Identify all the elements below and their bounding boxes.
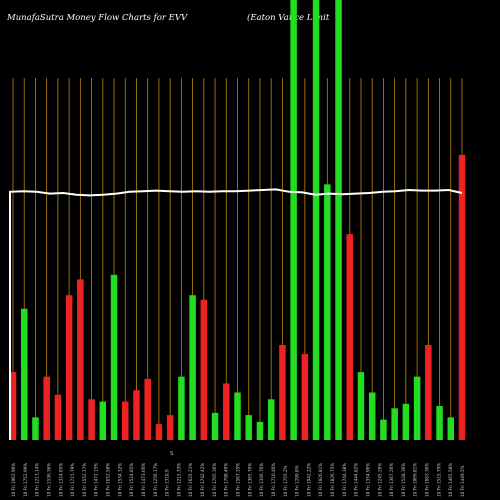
money-flow-bar xyxy=(65,295,73,440)
x-tick-label: 10 Fri 1245.26% xyxy=(377,463,382,497)
money-flow-bar xyxy=(144,378,151,440)
money-flow-bar xyxy=(380,419,387,440)
money-flow-bar xyxy=(402,403,410,440)
money-flow-bar xyxy=(99,401,107,440)
x-tick-label: 10 Fri 1256.17% xyxy=(153,463,158,497)
x-tick-label: 10 Fri 1528.36% xyxy=(401,463,406,497)
x-tick-label: 10 Fri 1752.99% xyxy=(23,463,28,497)
x-tick-label: 10 Fri 1942.22% xyxy=(306,463,311,497)
money-flow-bar xyxy=(312,0,320,440)
x-tick-label: 10 Fri 1683.36% xyxy=(425,463,430,497)
money-flow-bar xyxy=(447,417,455,441)
money-flow-bar xyxy=(234,392,241,440)
x-tick-label: 10 Fri 1744.38% xyxy=(342,463,347,497)
money-flow-bar xyxy=(279,344,286,440)
x-tick-label: 10 Fri 1472.15% xyxy=(94,463,99,497)
money-flow-bar xyxy=(20,308,28,440)
money-flow-bar xyxy=(256,421,264,440)
money-flow-bar xyxy=(301,354,309,440)
money-flow-bar xyxy=(77,279,84,440)
x-tick-label: 10 Fri 1625.21% xyxy=(188,463,193,497)
money-flow-bar xyxy=(166,415,174,440)
money-flow-bar xyxy=(32,417,39,441)
money-flow-bar xyxy=(245,415,252,440)
x-tick-label: 10 Fri 1869.81% xyxy=(413,463,418,497)
chart-subtitle: (Eaton Vance Limit xyxy=(247,13,330,23)
x-tick-label: 10 Fri 1299.8% xyxy=(295,465,300,497)
money-flow-bar xyxy=(9,372,17,441)
x-tick-label: 10 Fri 1365.76% xyxy=(247,463,252,497)
money-flow-bar xyxy=(335,0,342,440)
x-tick-label: 10 Fri 1354.96% xyxy=(366,463,371,497)
x-tick-label: 10 Fri 1449.5% xyxy=(460,465,465,497)
chart-title: MunafaSutra Money Flow Charts for EVV xyxy=(7,13,188,23)
money-flow-bar xyxy=(178,376,185,440)
x-tick-label: 10 Fri 1552.17% xyxy=(82,463,87,497)
x-tick-label: 10 Fri 1346.76% xyxy=(259,463,264,497)
x-tick-label: 10 Fri 1215.33% xyxy=(176,463,181,497)
axis-note: S xyxy=(170,451,173,457)
x-tick-label: 10 Fri 1742.42% xyxy=(200,463,205,497)
x-tick-label: 10 Fri 1826.75% xyxy=(330,463,335,497)
x-tick-label: 10 Fri 1567.35% xyxy=(236,463,241,497)
money-flow-bar xyxy=(368,392,376,440)
money-flow-bar xyxy=(200,299,208,440)
x-tick-label: 10 Fri 1534.32% xyxy=(117,463,122,497)
price-line xyxy=(9,188,463,440)
x-tick-label: 10 Fri 1536.36% xyxy=(46,463,51,497)
x-tick-label: 10 Fri 1473.66% xyxy=(141,463,146,497)
money-flow-bar xyxy=(436,406,443,440)
x-tick-label: 10 Fri 1926.81% xyxy=(318,463,323,497)
money-flow-bar xyxy=(357,372,365,441)
money-flow-bar xyxy=(223,383,230,440)
money-flow-bar xyxy=(413,376,421,440)
money-flow-bar xyxy=(122,401,129,440)
x-axis-labels: S 10 Fri 1962.96% 10 Fri 1752.99% 10 Fri 12… xyxy=(11,451,465,497)
x-tick-label: 10 Fri 1798.46% xyxy=(224,463,229,497)
money-flow-bar xyxy=(267,399,275,440)
money-flow-bar xyxy=(324,184,331,440)
x-tick-label: 10 Fri 1710.46% xyxy=(271,463,276,497)
money-flow-bar xyxy=(391,408,398,440)
money-flow-bar xyxy=(110,274,118,440)
x-tick-label: 10 Fri 1755.2% xyxy=(283,465,288,497)
x-tick-label: 10 Fri 1444.82% xyxy=(354,463,359,497)
x-tick-label: 10 Fri 1367.26% xyxy=(389,463,394,497)
money-flow-bar xyxy=(88,399,95,440)
x-tick-label: 10 Fri 1705.36% xyxy=(212,463,217,497)
x-tick-label: 10 Fri 1324.05% xyxy=(58,463,63,497)
money-flow-bar xyxy=(211,412,219,440)
money-flow-bar xyxy=(43,376,50,440)
money-flow-bar xyxy=(346,234,353,440)
x-tick-label: 10 Fri 1652.58% xyxy=(106,463,111,497)
bar-series xyxy=(9,0,466,441)
money-flow-bar xyxy=(189,295,196,440)
money-flow-bar xyxy=(155,424,163,440)
x-tick-label: 10 Fri 1465.58% xyxy=(448,463,453,497)
price-line-layer xyxy=(9,188,463,440)
x-tick-label: 10 Fri 1318.9 xyxy=(165,469,170,497)
money-flow-bar xyxy=(458,154,466,441)
money-flow-bar xyxy=(290,0,297,440)
x-tick-label: 10 Fri 1524.85% xyxy=(129,463,134,497)
x-tick-label: 10 Fri 1213.14% xyxy=(35,463,40,497)
x-tick-label: 10 Fri 1962.96% xyxy=(11,463,16,497)
money-flow-bar xyxy=(54,394,62,440)
x-tick-label: 10 Fri 1515.79% xyxy=(436,463,441,497)
money-flow-bar xyxy=(425,344,432,440)
x-tick-label: 10 Fri 1715.79% xyxy=(70,463,75,497)
money-flow-bar xyxy=(133,390,140,440)
